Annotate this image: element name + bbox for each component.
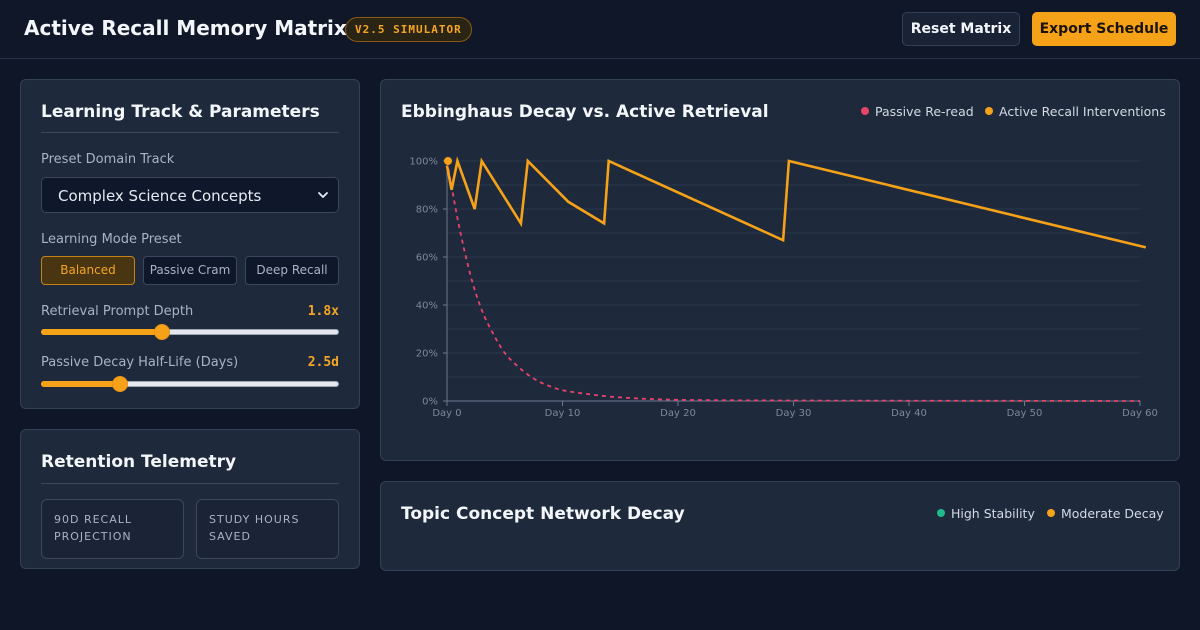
x-tick-label: Day 10	[545, 408, 581, 419]
x-tick-label: Day 40	[891, 408, 927, 419]
x-tick-label: Day 20	[660, 408, 696, 419]
reset-matrix-button[interactable]: Reset Matrix	[902, 12, 1020, 46]
version-badge: V2.5 SIMULATOR	[345, 17, 472, 42]
mode-balanced-button[interactable]: Balanced	[41, 256, 135, 285]
domain-track-select[interactable]: Complex Science Concepts	[41, 177, 339, 213]
legend-label: High Stability	[951, 506, 1035, 521]
domain-track-label: Preset Domain Track	[41, 152, 175, 167]
parameters-title: Learning Track & Parameters	[41, 102, 320, 122]
legend-label: Active Recall Interventions	[999, 104, 1166, 119]
y-tick-label: 60%	[416, 253, 438, 264]
parameters-divider	[41, 132, 339, 133]
decay-half-life-value: 2.5d	[307, 355, 339, 370]
legend-dot	[1047, 509, 1055, 517]
mode-passive-cram-button[interactable]: Passive Cram	[143, 256, 237, 285]
decay-half-life-label: Passive Decay Half-Life (Days)	[41, 355, 239, 370]
app-title: Active Recall Memory Matrix	[24, 16, 347, 40]
series-start-point	[444, 157, 452, 165]
series-passive-reread-line	[446, 160, 1141, 402]
recall-projection-card: 90D RECALL PROJECTION	[41, 499, 184, 559]
legend-passive-reread: Passive Re-read	[861, 104, 974, 119]
legend-active-recall: Active Recall Interventions	[985, 104, 1166, 119]
decay-half-life-slider[interactable]	[41, 376, 339, 392]
decay-chart: 0% 20% 40% 60% 80% 100% Day 0 Day 10 Day 20 Day 3…	[409, 156, 1158, 419]
legend-moderate-decay: Moderate Decay	[1047, 506, 1164, 521]
telemetry-title: Retention Telemetry	[41, 452, 237, 472]
chart-title: Ebbinghaus Decay vs. Active Retrieval	[401, 102, 769, 122]
concept-network-panel: Topic Concept Network Decay High Stabili…	[380, 481, 1180, 571]
study-hours-card: STUDY HOURS SAVED	[196, 499, 339, 559]
x-tick-label: Day 30	[776, 408, 812, 419]
telemetry-divider	[41, 483, 339, 484]
learning-mode-label: Learning Mode Preset	[41, 232, 182, 247]
legend-dot	[985, 107, 993, 115]
legend-dot	[861, 107, 869, 115]
app-header: Active Recall Memory Matrix V2.5 SIMULAT…	[0, 0, 1200, 59]
network-title: Topic Concept Network Decay	[401, 504, 685, 524]
legend-label: Moderate Decay	[1061, 506, 1164, 521]
y-tick-label: 100%	[409, 157, 438, 168]
slider-thumb[interactable]	[111, 376, 128, 392]
slider-fill	[41, 329, 162, 335]
decay-chart-panel: Ebbinghaus Decay vs. Active Retrieval Pa…	[380, 79, 1180, 461]
domain-track-value: Complex Science Concepts	[58, 187, 262, 205]
x-tick-label: Day 60	[1122, 408, 1158, 419]
legend-label: Passive Re-read	[875, 104, 974, 119]
y-tick-label: 40%	[416, 301, 438, 312]
chevron-down-icon	[318, 192, 328, 198]
retention-telemetry-panel: Retention Telemetry 90D RECALL PROJECTIO…	[20, 429, 360, 569]
y-tick-label: 80%	[416, 205, 438, 216]
x-tick-label: Day 50	[1007, 408, 1043, 419]
mode-deep-recall-button[interactable]: Deep Recall	[245, 256, 339, 285]
retrieval-depth-slider[interactable]	[41, 324, 339, 340]
retrieval-depth-value: 1.8x	[307, 304, 339, 319]
x-tick-label: Day 0	[432, 408, 461, 419]
legend-dot	[937, 509, 945, 517]
export-schedule-button[interactable]: Export Schedule	[1032, 12, 1176, 46]
slider-thumb[interactable]	[153, 324, 170, 340]
study-hours-label: STUDY HOURS SAVED	[209, 513, 300, 543]
series-active-recall-line	[445, 156, 1147, 249]
legend-high-stability: High Stability	[937, 506, 1035, 521]
retrieval-depth-label: Retrieval Prompt Depth	[41, 304, 194, 319]
recall-projection-label: 90D RECALL PROJECTION	[54, 513, 133, 543]
y-tick-label: 20%	[416, 349, 438, 360]
slider-fill	[41, 381, 120, 387]
network-legend: High Stability Moderate Decay	[937, 506, 1167, 524]
y-tick-label: 0%	[422, 397, 438, 408]
learning-parameters-panel: Learning Track & Parameters Preset Domai…	[20, 79, 360, 409]
chart-legend: Passive Re-read Active Recall Interventi…	[861, 104, 1166, 122]
